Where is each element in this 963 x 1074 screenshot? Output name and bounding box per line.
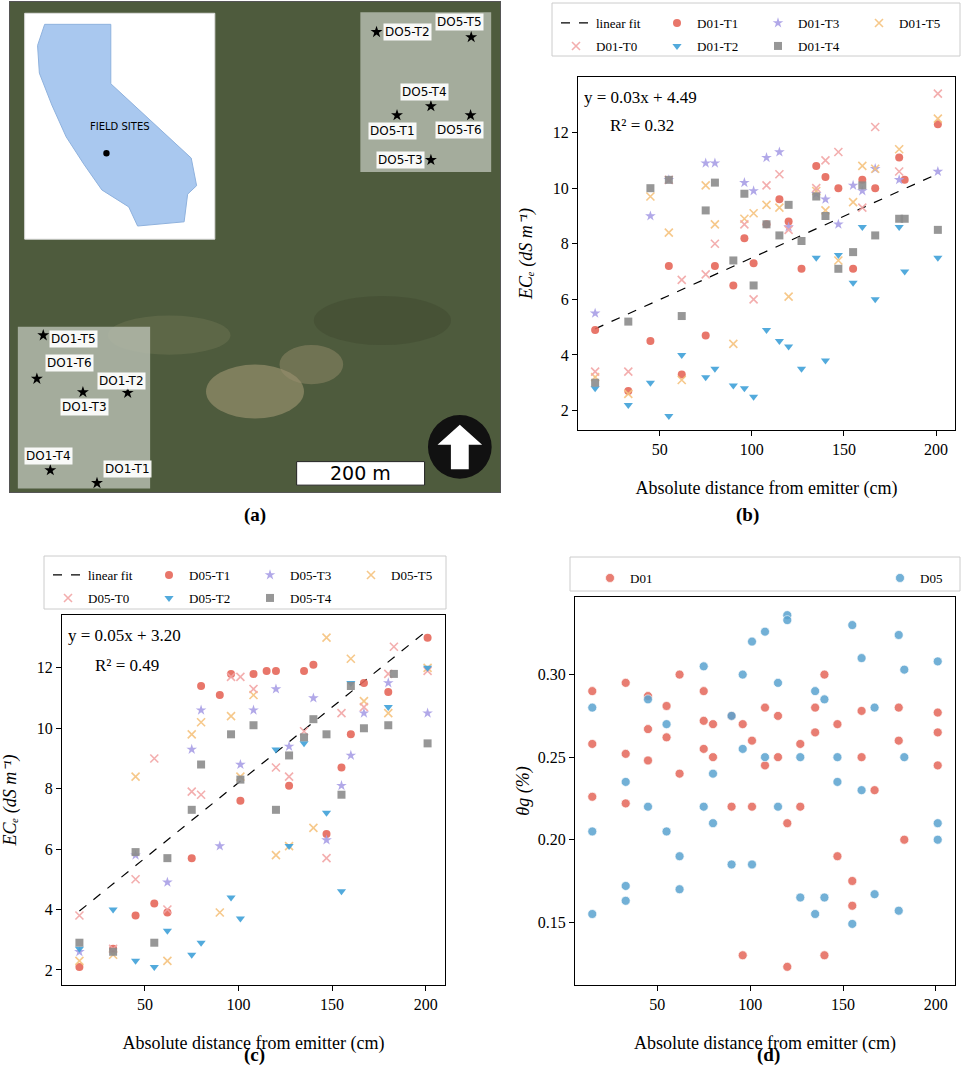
- svg-text:D01-T3: D01-T3: [798, 16, 839, 31]
- svg-text:D01-T2: D01-T2: [697, 39, 738, 54]
- svg-text:0.25: 0.25: [538, 749, 566, 766]
- svg-text:150: 150: [320, 996, 344, 1013]
- svg-text:DO5-T5: DO5-T5: [437, 15, 482, 29]
- svg-text:0.30: 0.30: [538, 666, 566, 683]
- svg-text:4: 4: [45, 901, 53, 918]
- svg-text:DO1-T5: DO1-T5: [51, 332, 96, 346]
- svg-text:DO5-T3: DO5-T3: [378, 153, 423, 167]
- svg-text:DO5-T4: DO5-T4: [402, 85, 447, 99]
- svg-text:2: 2: [561, 402, 569, 419]
- svg-text:D05-T2: D05-T2: [189, 591, 230, 606]
- svg-text:10: 10: [553, 180, 569, 197]
- svg-text:D05-T5: D05-T5: [391, 568, 432, 583]
- svg-text:200: 200: [924, 441, 948, 458]
- svg-text:DO5-T2: DO5-T2: [385, 25, 430, 39]
- svg-text:Absolute distance from emitter: Absolute distance from emitter (cm): [123, 1033, 385, 1054]
- svg-text:6: 6: [561, 291, 569, 308]
- svg-text:12: 12: [37, 659, 53, 676]
- svg-text:D05: D05: [920, 571, 942, 586]
- svg-text:200: 200: [414, 996, 438, 1013]
- svg-text:y = 0.05x + 3.20: y = 0.05x + 3.20: [68, 626, 181, 645]
- svg-text:linear fit: linear fit: [596, 16, 641, 31]
- svg-text:100: 100: [740, 441, 764, 458]
- svg-text:150: 150: [831, 996, 855, 1013]
- svg-text:8: 8: [45, 780, 53, 797]
- svg-text:D01-T4: D01-T4: [798, 39, 840, 54]
- svg-text:DO1-T6: DO1-T6: [47, 356, 92, 370]
- svg-text:50: 50: [652, 441, 668, 458]
- svg-text:4: 4: [561, 347, 569, 364]
- svg-text:D01-T5: D01-T5: [899, 16, 940, 31]
- svg-text:DO5-T1: DO5-T1: [370, 124, 415, 138]
- svg-text:D05-T0: D05-T0: [88, 591, 129, 606]
- svg-text:6: 6: [45, 841, 53, 858]
- svg-text:D01: D01: [630, 571, 652, 586]
- svg-text:R² = 0.49: R² = 0.49: [95, 656, 159, 675]
- svg-text:(a): (a): [244, 504, 266, 526]
- svg-text:DO1-T3: DO1-T3: [62, 400, 107, 414]
- svg-text:D05-T1: D05-T1: [189, 568, 230, 583]
- svg-text:50: 50: [649, 996, 665, 1013]
- svg-text:200: 200: [924, 996, 948, 1013]
- svg-text:Absolute distance from emitter: Absolute distance from emitter (cm): [634, 1033, 896, 1054]
- svg-text:DO1-T1: DO1-T1: [105, 462, 150, 476]
- svg-text:8: 8: [561, 235, 569, 252]
- svg-text:(b): (b): [736, 504, 759, 526]
- svg-text:12: 12: [553, 124, 569, 141]
- svg-text:Absolute distance from emitter: Absolute distance from emitter (cm): [636, 478, 898, 499]
- svg-text:linear fit: linear fit: [88, 568, 133, 583]
- svg-text:DO1-T2: DO1-T2: [99, 374, 144, 388]
- svg-text:0.15: 0.15: [538, 914, 566, 931]
- svg-text:y = 0.03x + 4.49: y = 0.03x + 4.49: [584, 88, 697, 107]
- svg-text:200 m: 200 m: [330, 462, 391, 484]
- svg-text:ECₑ (dS m⁻¹): ECₑ (dS m⁻¹): [516, 208, 537, 300]
- svg-text:(d): (d): [757, 1044, 780, 1066]
- svg-text:2: 2: [45, 962, 53, 979]
- svg-text:DO5-T6: DO5-T6: [437, 123, 482, 137]
- svg-text:θg (%): θg (%): [513, 766, 534, 815]
- svg-text:D05-T3: D05-T3: [290, 568, 331, 583]
- svg-text:DO1-T4: DO1-T4: [26, 449, 71, 463]
- svg-text:100: 100: [738, 996, 762, 1013]
- svg-text:10: 10: [37, 720, 53, 737]
- svg-text:100: 100: [227, 996, 251, 1013]
- svg-text:FIELD SITES: FIELD SITES: [90, 121, 150, 132]
- svg-text:150: 150: [832, 441, 856, 458]
- svg-text:D01-T0: D01-T0: [596, 39, 637, 54]
- svg-text:D05-T4: D05-T4: [290, 591, 332, 606]
- svg-text:R² = 0.32: R² = 0.32: [610, 116, 674, 135]
- svg-text:0.20: 0.20: [538, 831, 566, 848]
- svg-text:D01-T1: D01-T1: [697, 16, 738, 31]
- svg-text:50: 50: [137, 996, 153, 1013]
- svg-text:(c): (c): [244, 1044, 265, 1066]
- svg-text:ECₑ (dS m⁻¹): ECₑ (dS m⁻¹): [0, 754, 21, 846]
